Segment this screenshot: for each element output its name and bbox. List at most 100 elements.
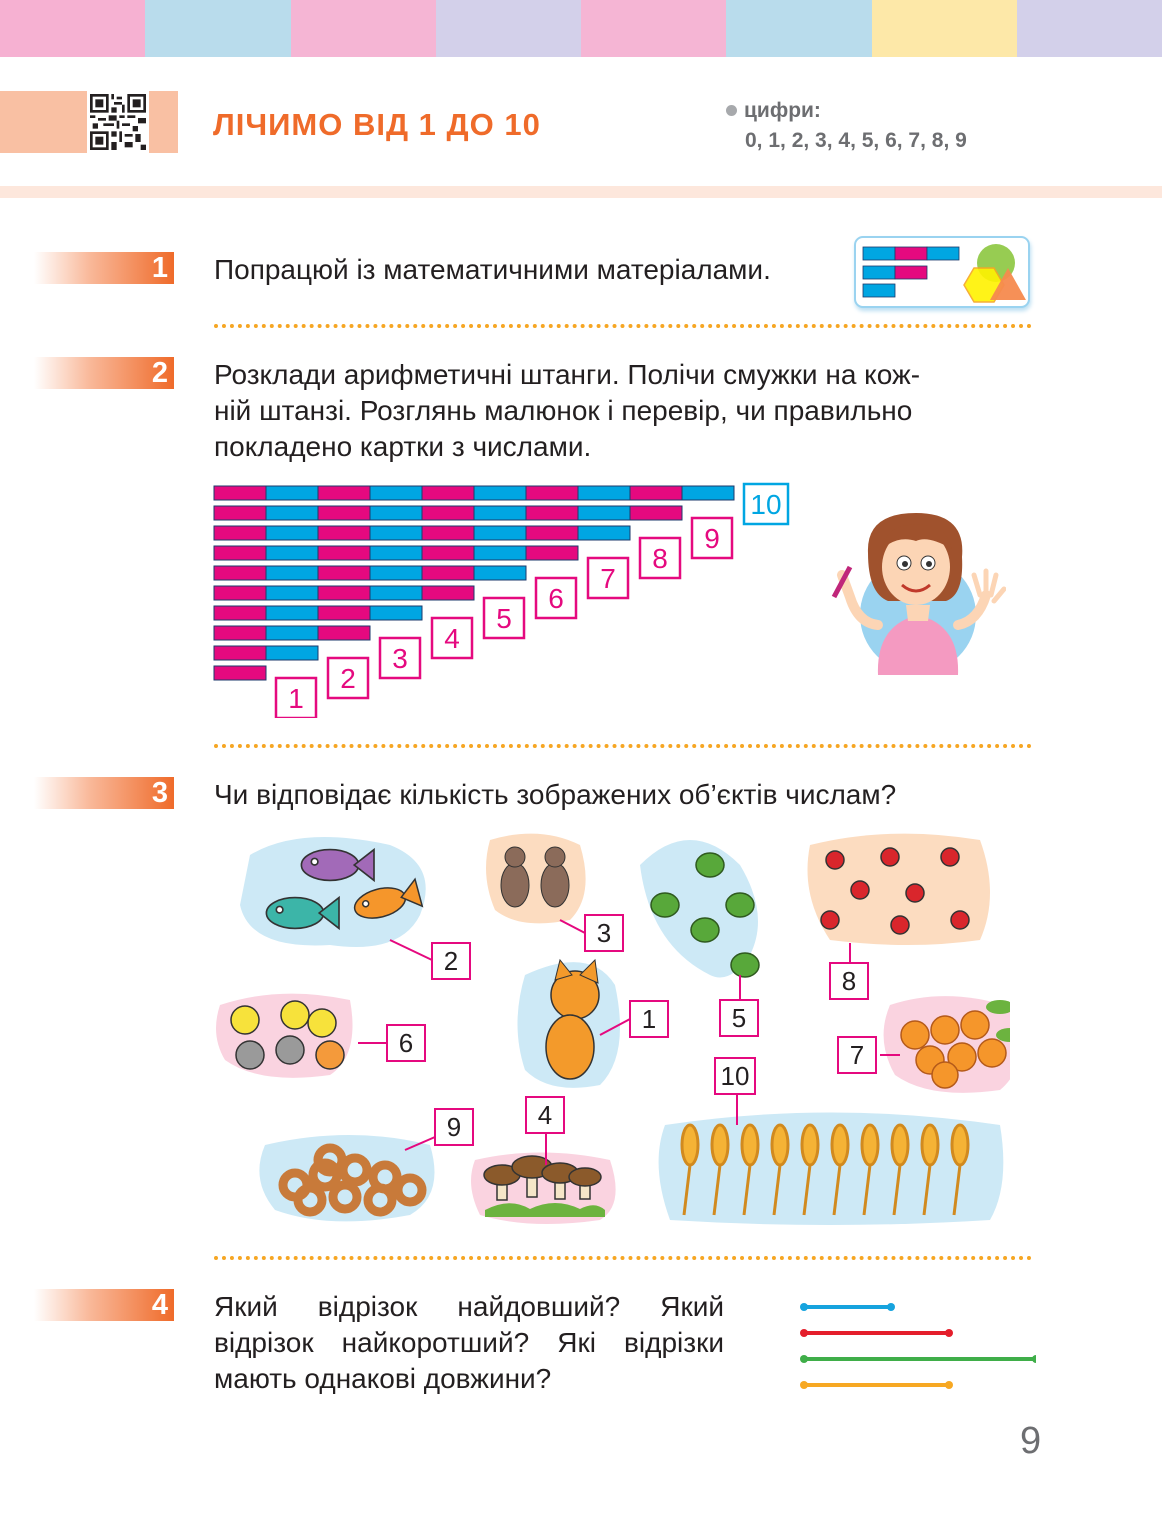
bar-segment (473, 565, 527, 581)
bar-segment (369, 505, 423, 521)
bar-segment (317, 565, 371, 581)
number-card-label: 5 (496, 603, 512, 634)
number-cards: 2 3 5 8 6 1 7 10 9 4 (386, 914, 877, 1146)
bar-segment (421, 565, 475, 581)
bar-segment (265, 505, 319, 521)
bar-segment (265, 605, 319, 621)
object-number-card: 1 (629, 1000, 669, 1038)
digits-label: цифри: (744, 99, 821, 122)
stripe (145, 0, 291, 57)
number-card-label: 4 (444, 623, 460, 654)
ladybug-icon (807, 833, 990, 945)
number-card: 6 (534, 576, 578, 620)
object-number-label: 8 (842, 966, 856, 996)
stripe (435, 0, 581, 57)
digits-list: 0, 1, 2, 3, 4, 5, 6, 7, 8, 9 (745, 129, 967, 152)
number-card: 3 (378, 636, 422, 680)
bar-segment (317, 545, 371, 561)
dotted-divider (214, 744, 1032, 748)
bar-segment (421, 485, 475, 501)
object-number-card: 7 (837, 1036, 877, 1074)
bar-segment (265, 565, 319, 581)
header-stripes (0, 0, 1162, 57)
object-number-label: 6 (399, 1028, 413, 1058)
bar-segment (317, 505, 371, 521)
task-number-4: 4 (34, 1289, 174, 1321)
number-card-label: 3 (392, 643, 408, 674)
bar-segment (317, 525, 371, 541)
task-3-text: Чи відповідає кількість зображених об’єк… (214, 779, 897, 810)
stripe (581, 0, 727, 57)
bar-segment (525, 485, 579, 501)
line-segment (800, 1329, 953, 1337)
number-card: 10 (742, 482, 790, 526)
task-number-1: 1 (34, 252, 174, 284)
line-segment (800, 1303, 895, 1311)
object-number-card: 9 (434, 1108, 474, 1146)
number-card-label: 9 (704, 523, 720, 554)
bar-segment (265, 645, 319, 661)
number-card-label: 2 (340, 663, 356, 694)
dotted-divider (214, 1256, 1032, 1260)
line-segment (800, 1381, 953, 1389)
object-number-label: 4 (538, 1100, 552, 1130)
bar-segment (369, 485, 423, 501)
task-2-line: ній штанзі. Розглянь малюнок і перевір, … (214, 395, 913, 426)
bar-segment (421, 545, 475, 561)
object-number-label: 2 (444, 946, 458, 976)
bar-segment (213, 565, 267, 581)
number-card-label: 7 (600, 563, 616, 594)
bar-segment (577, 525, 631, 541)
task-4-line: мають однакові довжини? (214, 1363, 552, 1394)
girl-illustration (831, 513, 1006, 675)
bar-segment (213, 645, 267, 661)
stripe (871, 0, 1017, 57)
task-2-line: покладено картки з числами. (214, 431, 592, 462)
bar-segment (473, 485, 527, 501)
bar-segment (213, 505, 267, 521)
bar-segment (317, 605, 371, 621)
bar-segment (213, 485, 267, 501)
number-card: 7 (586, 556, 630, 600)
bar-segment (317, 485, 371, 501)
bar-segment (369, 525, 423, 541)
bar-segment (473, 545, 527, 561)
bar-segment (369, 585, 423, 601)
bagel-icon (259, 1135, 435, 1222)
bar-segment (681, 485, 735, 501)
bar-segment (525, 545, 579, 561)
bar-segment (369, 545, 423, 561)
apple-icon (883, 996, 1010, 1093)
page-number: 9 (1020, 1420, 1042, 1462)
mouse-icon (486, 833, 586, 924)
task-number-3: 3 (34, 777, 174, 809)
bar-segment (473, 525, 527, 541)
task-4-line: відрізок найкоротший? Які відрізки (214, 1327, 724, 1358)
mushroom-icon (471, 1152, 616, 1224)
number-card: 5 (482, 596, 526, 640)
bar-segment (473, 505, 527, 521)
dotted-divider (214, 324, 1032, 328)
number-card-label: 6 (548, 583, 564, 614)
bar-segment (317, 625, 371, 641)
digits-note: цифри: 0, 1, 2, 3, 4, 5, 6, 7, 8, 9 (726, 96, 1046, 156)
bar-segment (629, 505, 683, 521)
bar-segment (421, 505, 475, 521)
stripe (0, 0, 146, 57)
number-card-label: 1 (288, 683, 304, 714)
bar-segment (265, 585, 319, 601)
object-number-card: 3 (584, 914, 624, 952)
object-number-label: 3 (597, 918, 611, 948)
task-2-line: Розклади арифметичні штанги. Полічи смуж… (214, 359, 921, 390)
stripe (726, 0, 872, 57)
number-card-label: 8 (652, 543, 668, 574)
qr-code-icon[interactable] (87, 91, 149, 153)
objects-illustration: 2 3 5 8 6 1 7 10 9 4 (216, 833, 1010, 1225)
object-number-label: 5 (732, 1003, 746, 1033)
task-4-line: Який відрізок найдовший? Який (214, 1291, 724, 1322)
number-card: 2 (326, 656, 370, 700)
bar-segment (525, 505, 579, 521)
kitten-icon (517, 958, 620, 1088)
object-number-card: 2 (431, 942, 471, 980)
bar-segment (369, 605, 423, 621)
